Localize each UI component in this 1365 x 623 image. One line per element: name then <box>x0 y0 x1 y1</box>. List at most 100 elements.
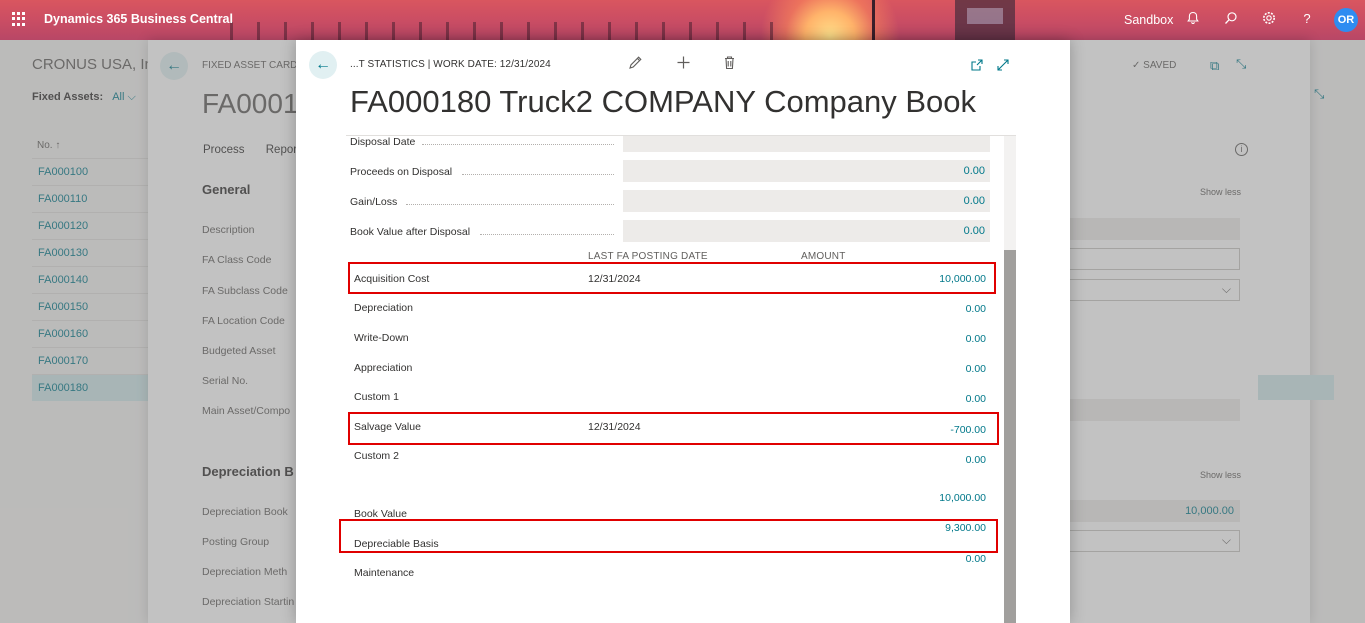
field-label: FA Subclass Code <box>202 285 288 297</box>
highlight-depreciable-basis <box>339 519 998 553</box>
field-label: Gain/Loss <box>350 196 398 208</box>
filter-label: Fixed Assets: <box>32 91 104 103</box>
show-less-link[interactable]: Show less <box>1200 187 1242 197</box>
list-item[interactable]: FA000140 <box>32 266 150 293</box>
depreciable-basis-amount[interactable]: 9,300.00 <box>945 522 986 534</box>
back-button[interactable]: ← <box>160 52 188 80</box>
action-process[interactable]: Process <box>203 144 245 156</box>
info-icon[interactable]: i <box>1235 143 1248 156</box>
field-label: Depreciation Book <box>202 506 288 518</box>
book-value-after-disposal-field[interactable]: 0.00 <box>623 220 990 242</box>
dialog-title: FA000180 Truck2 COMPANY Company Book <box>350 84 977 119</box>
edit-icon[interactable] <box>628 55 643 74</box>
field-label: Disposal Date <box>350 136 416 148</box>
main-asset-field[interactable] <box>1054 399 1240 421</box>
list-item[interactable]: FA000120 <box>32 212 150 239</box>
app-name[interactable]: Dynamics 365 Business Central <box>44 12 233 26</box>
book-value-amount[interactable]: 10,000.00 <box>939 492 986 504</box>
expand-icon[interactable] <box>996 58 1010 75</box>
new-icon[interactable] <box>676 55 691 74</box>
open-new-window-icon[interactable] <box>970 58 984 75</box>
chevron-down-icon: ⌵ <box>1221 533 1231 547</box>
list-item[interactable]: FA000170 <box>32 347 150 374</box>
selected-row-highlight <box>1258 375 1334 400</box>
search-icon[interactable] <box>1223 11 1239 27</box>
field-value: 0.00 <box>963 165 985 177</box>
field-label: Posting Group <box>202 536 270 548</box>
gain-loss-field[interactable]: 0.00 <box>623 190 990 212</box>
collapse-icon[interactable]: ⤡ <box>1236 56 1247 71</box>
header-background-tower <box>955 0 1015 40</box>
header-background-palms <box>230 22 790 40</box>
entry-amount[interactable]: 10,000.00 <box>939 273 986 285</box>
entry-label: Write-Down <box>354 332 409 344</box>
environment-name: Sandbox <box>1124 13 1174 27</box>
field-label: FA Class Code <box>202 254 272 266</box>
chevron-down-icon: ⌵ <box>127 91 136 103</box>
dialog-content: Disposal Date Proceeds on Disposal 0.00 … <box>296 136 1070 623</box>
list-item[interactable]: FA000130 <box>32 239 150 266</box>
avatar[interactable]: OR <box>1334 8 1358 32</box>
leader-dots <box>422 144 614 145</box>
company-name[interactable]: CRONUS USA, In <box>32 56 153 73</box>
column-header-amount: AMOUNT <box>801 251 846 262</box>
entry-amount[interactable]: 0.00 <box>965 303 986 315</box>
app-launcher-icon[interactable] <box>12 12 26 26</box>
disposal-date-field[interactable] <box>623 136 990 152</box>
entry-date: 12/31/2024 <box>588 273 641 285</box>
field-label: Book Value after Disposal <box>350 226 471 238</box>
back-button[interactable]: ← <box>309 51 337 79</box>
book-value-field[interactable]: 10,000.00 <box>1054 500 1240 522</box>
section-general-title[interactable]: General <box>202 182 251 197</box>
entry-amount[interactable]: -700.00 <box>950 424 986 436</box>
entry-amount[interactable]: 0.00 <box>965 454 986 466</box>
help-icon[interactable]: ? <box>1303 11 1311 26</box>
posting-group-field[interactable]: ⌵ <box>1054 530 1240 552</box>
entry-label: Salvage Value <box>354 421 421 433</box>
entry-label: Appreciation <box>354 362 413 374</box>
app-header: Dynamics 365 Business Central Sandbox ? … <box>0 0 1365 40</box>
field-value: 0.00 <box>963 225 985 237</box>
entry-amount[interactable]: 0.00 <box>965 393 986 405</box>
list-item[interactable]: FA000160 <box>32 320 150 347</box>
action-report[interactable]: Report <box>265 144 301 156</box>
list-item[interactable]: FA000110 <box>32 185 150 212</box>
highlight-salvage-value <box>348 412 999 445</box>
title-divider <box>346 135 1016 136</box>
list-item[interactable]: FA000100 <box>32 158 150 185</box>
highlight-acquisition-cost <box>348 262 996 294</box>
open-new-window-icon[interactable]: ⧉ <box>1210 58 1220 73</box>
entry-amount[interactable]: 0.00 <box>965 363 986 375</box>
list-item[interactable]: FA000150 <box>32 293 150 320</box>
show-less-link[interactable]: Show less <box>1200 470 1242 480</box>
entry-label: Acquisition Cost <box>354 273 430 285</box>
delete-icon[interactable] <box>722 55 737 74</box>
entry-label: Depreciation <box>354 302 413 314</box>
list-column-header[interactable]: No. ↑ <box>37 140 61 151</box>
filter-value[interactable]: All ⌵ <box>112 91 136 103</box>
gear-icon[interactable] <box>1261 11 1277 27</box>
field-label: Serial No. <box>202 375 249 387</box>
card-action-bar: Process Report <box>203 144 318 156</box>
field-label: FA Location Code <box>202 315 285 327</box>
maintenance-amount[interactable]: 0.00 <box>965 553 986 565</box>
proceeds-on-disposal-field[interactable]: 0.00 <box>623 160 990 182</box>
scrollbar-thumb[interactable] <box>1004 250 1016 623</box>
entry-amount[interactable]: 0.00 <box>965 333 986 345</box>
book-value-label: Book Value <box>354 508 407 520</box>
dialog-breadcrumb: ...T STATISTICS | WORK DATE: 12/31/2024 <box>350 59 551 70</box>
field-label: Depreciation Startin <box>202 596 295 608</box>
section-depreciation-title[interactable]: Depreciation B <box>202 464 294 479</box>
description-field[interactable] <box>1054 218 1240 240</box>
fixed-asset-list: FA000100 FA000110 FA000120 FA000130 FA00… <box>32 158 150 401</box>
list-item-selected[interactable]: FA000180 <box>32 374 150 401</box>
bell-icon[interactable] <box>1185 11 1201 27</box>
list-filter[interactable]: Fixed Assets: All ⌵ <box>32 91 136 104</box>
field-label: Description <box>202 224 255 236</box>
collapse-side-icon[interactable]: ⤡ <box>1314 86 1325 101</box>
entry-label: Custom 1 <box>354 391 399 403</box>
card-breadcrumb: FIXED ASSET CARD <box>202 60 298 71</box>
header-background-pole <box>872 0 875 40</box>
field-label: Proceeds on Disposal <box>350 166 453 178</box>
saved-status: ✓ SAVED <box>1132 60 1177 71</box>
